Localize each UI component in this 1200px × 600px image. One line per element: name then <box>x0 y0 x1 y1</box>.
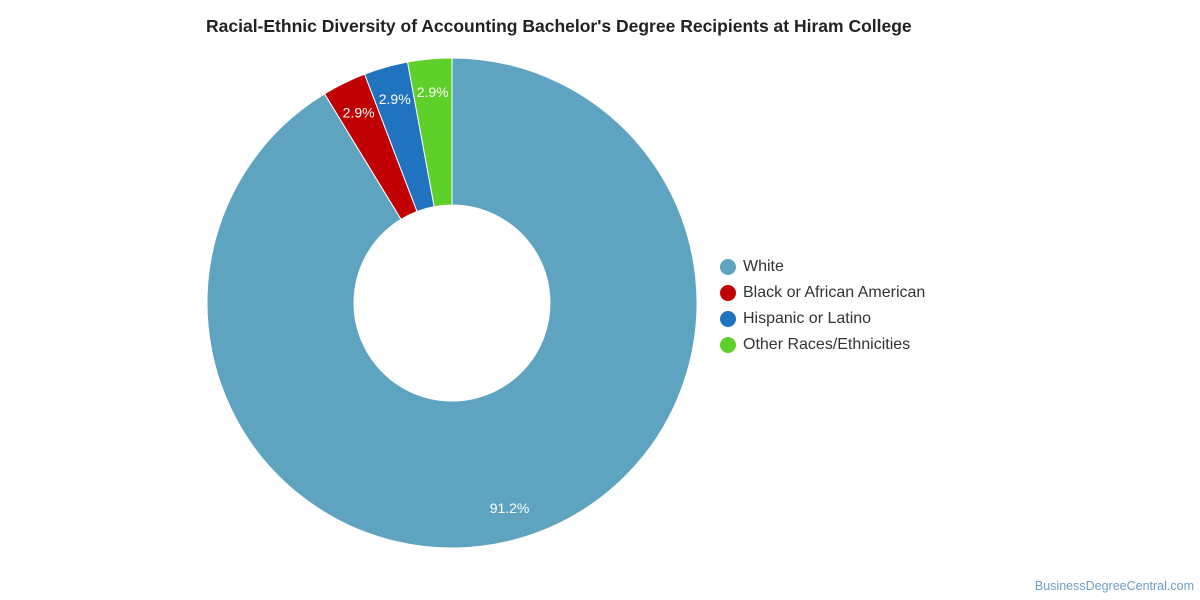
legend-item-other-races-ethnicities[interactable]: Other Races/Ethnicities <box>720 332 925 358</box>
legend: White Black or African American Hispanic… <box>720 254 925 358</box>
legend-label-black-or-african-american: Black or African American <box>743 284 926 301</box>
legend-item-white[interactable]: White <box>720 254 925 280</box>
legend-swatch-other-races-ethnicities <box>720 337 736 353</box>
slice-label-hispanic-or-latino: 2.9% <box>379 91 411 107</box>
legend-item-hispanic-or-latino[interactable]: Hispanic or Latino <box>720 306 925 332</box>
legend-label-white: White <box>743 258 784 275</box>
legend-item-black-or-african-american[interactable]: Black or African American <box>720 280 925 306</box>
slice-white[interactable] <box>206 57 698 549</box>
source-credit[interactable]: BusinessDegreeCentral.com <box>1034 579 1194 593</box>
legend-swatch-white <box>720 259 736 275</box>
legend-swatch-hispanic-or-latino <box>720 311 736 327</box>
legend-label-hispanic-or-latino: Hispanic or Latino <box>743 310 872 327</box>
legend-label-other-races-ethnicities: Other Races/Ethnicities <box>743 336 911 353</box>
slice-label-white: 91.2% <box>490 500 530 516</box>
legend-swatch-black-or-african-american <box>720 285 736 301</box>
slice-label-other-races-ethnicities: 2.9% <box>417 84 449 100</box>
chart-title: Racial-Ethnic Diversity of Accounting Ba… <box>206 16 912 36</box>
slice-other-races-ethnicities[interactable] <box>406 57 453 208</box>
slice-label-black-or-african-american: 2.9% <box>343 105 375 121</box>
